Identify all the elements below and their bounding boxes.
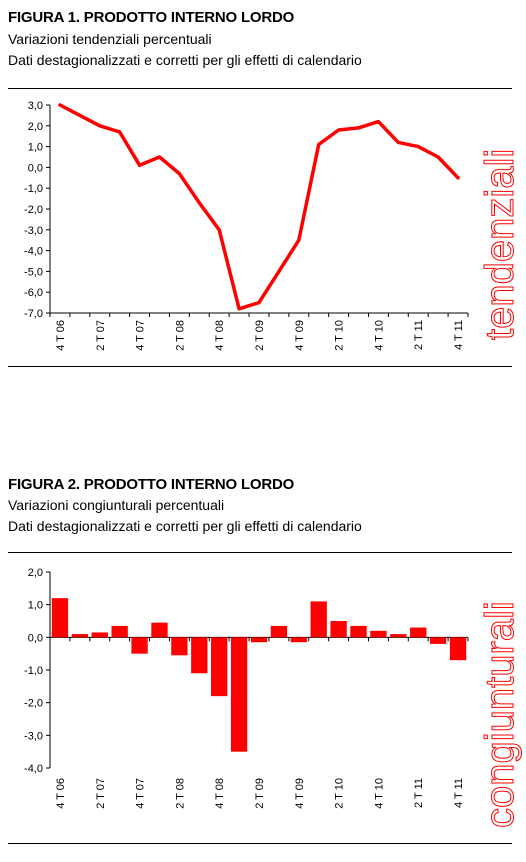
bar bbox=[171, 637, 188, 656]
data-point bbox=[78, 113, 82, 117]
data-point bbox=[357, 126, 361, 130]
side-label: tendenziali bbox=[478, 149, 522, 340]
x-tick-label: 4 T 07 bbox=[135, 320, 147, 351]
x-tick-label: 4 T 10 bbox=[373, 778, 385, 809]
side-label: congiunturali bbox=[478, 601, 522, 828]
y-tick-label: -3,0 bbox=[24, 225, 43, 237]
data-point bbox=[436, 155, 440, 159]
y-tick-label: 2,0 bbox=[28, 567, 43, 579]
x-tick-label: 2 T 09 bbox=[254, 778, 266, 809]
data-point bbox=[297, 238, 301, 242]
x-tick-label: 2 T 10 bbox=[334, 778, 346, 809]
x-tick-label: 2 T 11 bbox=[413, 320, 425, 350]
data-point bbox=[257, 301, 261, 305]
bar bbox=[410, 627, 427, 638]
bar bbox=[310, 601, 327, 638]
bar bbox=[429, 637, 447, 644]
x-tick-label: 4 T 07 bbox=[135, 778, 147, 809]
bar bbox=[290, 637, 307, 643]
x-tick-label: 2 T 07 bbox=[95, 320, 107, 351]
x-tick-label: 4 T 11 bbox=[453, 320, 465, 350]
data-point bbox=[197, 201, 201, 205]
x-tick-label: 4 T 11 bbox=[453, 778, 465, 808]
data-point bbox=[118, 130, 122, 134]
data-point bbox=[177, 172, 181, 176]
bar bbox=[91, 632, 108, 638]
y-tick-label: -1,0 bbox=[24, 183, 43, 195]
x-tick-label: 2 T 07 bbox=[95, 778, 107, 809]
bar bbox=[131, 637, 148, 654]
x-tick-label: 4 T 09 bbox=[294, 778, 306, 809]
data-point bbox=[138, 163, 142, 167]
bar bbox=[191, 637, 208, 674]
data-point bbox=[157, 155, 161, 159]
x-tick-label: 2 T 08 bbox=[174, 778, 186, 809]
bar bbox=[151, 622, 168, 638]
data-point bbox=[376, 120, 380, 124]
x-tick-label: 4 T 08 bbox=[214, 778, 226, 809]
figure-2-subtitle-2: Dati destagionalizzati e corretti per gl… bbox=[8, 518, 362, 534]
figure-2-bottom-rule bbox=[8, 843, 512, 844]
data-point bbox=[58, 103, 62, 107]
data-point bbox=[217, 228, 221, 232]
bar bbox=[330, 621, 347, 638]
y-tick-label: -4,0 bbox=[24, 763, 43, 775]
figure-1: FIGURA 1. PRODOTTO INTERNO LORDO Variazi… bbox=[0, 0, 526, 380]
figure-1-subtitle-1: Variazioni tendenziali percentuali bbox=[8, 31, 212, 47]
data-point bbox=[416, 145, 420, 149]
data-point bbox=[396, 140, 400, 144]
x-tick-label: 2 T 10 bbox=[334, 320, 346, 351]
data-point bbox=[237, 307, 241, 311]
x-tick-label: 4 T 06 bbox=[55, 778, 67, 809]
y-tick-label: -2,0 bbox=[24, 698, 43, 710]
y-tick-label: 1,0 bbox=[28, 600, 43, 612]
bar bbox=[230, 637, 248, 752]
figure-2-title: FIGURA 2. PRODOTTO INTERNO LORDO bbox=[8, 476, 295, 493]
data-point bbox=[98, 124, 102, 128]
data-point bbox=[456, 176, 460, 180]
bar bbox=[250, 637, 268, 643]
data-point bbox=[317, 143, 321, 147]
figure-1-top-rule bbox=[8, 88, 512, 89]
data-point bbox=[277, 269, 281, 273]
bar bbox=[270, 625, 288, 638]
bar bbox=[449, 637, 467, 661]
x-tick-label: 2 T 08 bbox=[174, 320, 186, 351]
line-chart: 3,0 2,0 1,0 0,0 -1,0 -2,0 -3,0 -4,0 -5,0 -6,0 -7,0… bbox=[24, 100, 522, 351]
y-tick-label: -4,0 bbox=[24, 246, 43, 258]
figure-1-subtitle-2: Dati destagionalizzati e corretti per gl… bbox=[8, 52, 362, 68]
bar bbox=[51, 598, 69, 638]
y-tick-label: 1,0 bbox=[28, 142, 43, 154]
x-tick-label: 4 T 06 bbox=[55, 320, 67, 351]
x-tick-label: 4 T 10 bbox=[373, 320, 385, 351]
x-tick-label: 2 T 11 bbox=[413, 778, 425, 808]
data-point bbox=[337, 128, 341, 132]
x-tick-label: 4 T 08 bbox=[214, 320, 226, 351]
y-tick-label: 0,0 bbox=[28, 162, 43, 174]
y-tick-label: 2,0 bbox=[28, 121, 43, 133]
y-tick-label: 3,0 bbox=[28, 100, 43, 112]
x-tick-label: 2 T 09 bbox=[254, 320, 266, 351]
bar bbox=[111, 625, 128, 638]
figure-1-title: FIGURA 1. PRODOTTO INTERNO LORDO bbox=[8, 9, 295, 26]
figure-2-top-rule bbox=[8, 552, 512, 553]
x-tick-label: 4 T 09 bbox=[294, 320, 306, 351]
figure-2-subtitle-1: Variazioni congiunturali percentuali bbox=[8, 497, 225, 513]
y-tick-label: -7,0 bbox=[24, 308, 43, 320]
y-tick-label: -3,0 bbox=[24, 730, 43, 742]
bar bbox=[370, 630, 387, 638]
y-tick-label: -2,0 bbox=[24, 204, 43, 216]
bar bbox=[390, 634, 407, 638]
figure-1-bottom-rule bbox=[8, 366, 512, 367]
bar bbox=[350, 625, 367, 638]
y-tick-label: -1,0 bbox=[24, 665, 43, 677]
bar bbox=[211, 637, 228, 697]
y-tick-label: -6,0 bbox=[24, 287, 43, 299]
bar bbox=[71, 634, 89, 638]
y-tick-label: -5,0 bbox=[24, 266, 43, 278]
y-tick-label: 0,0 bbox=[28, 632, 43, 644]
